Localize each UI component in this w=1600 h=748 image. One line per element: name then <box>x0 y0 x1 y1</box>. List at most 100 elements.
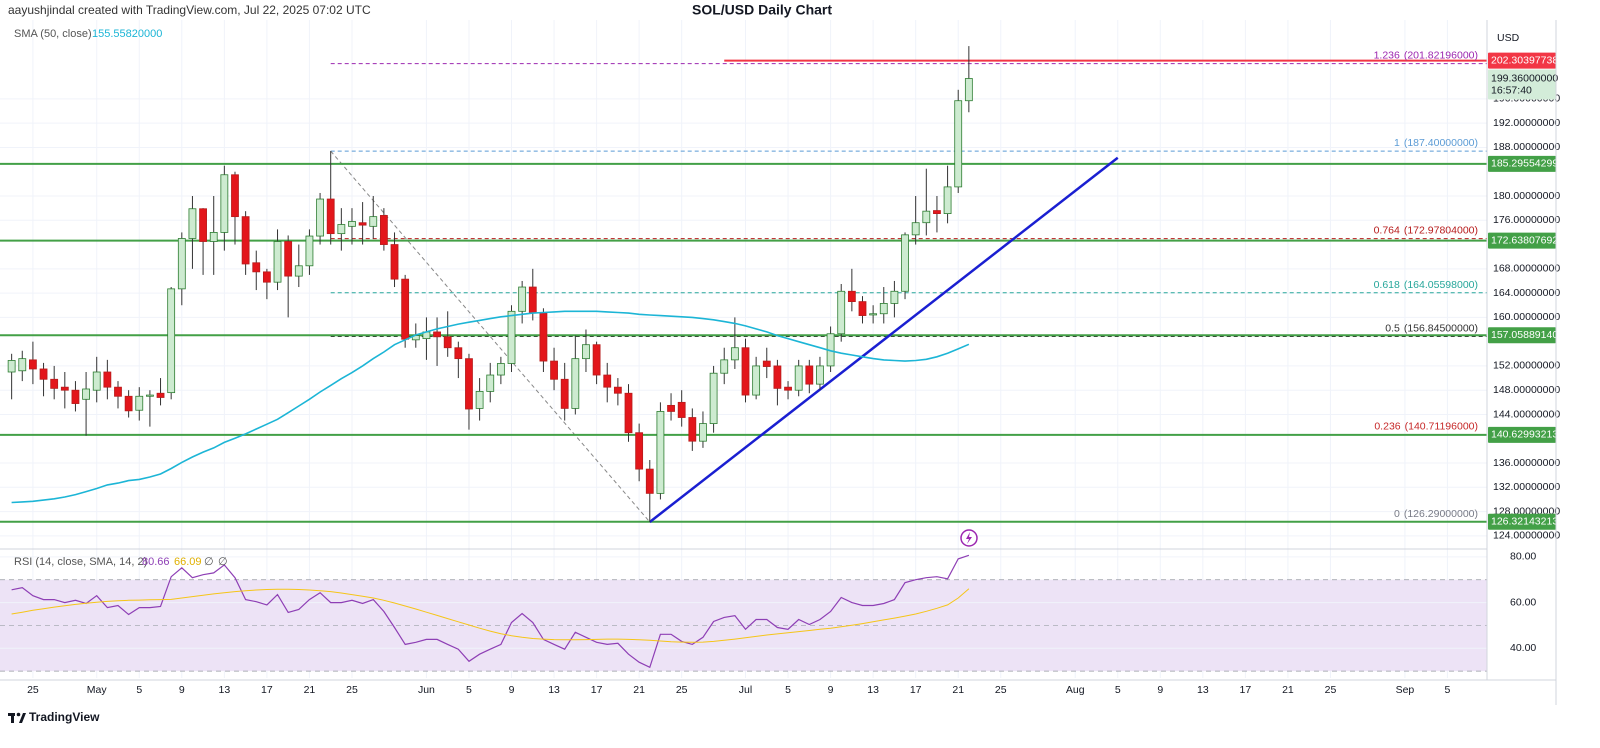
candle-body <box>592 344 601 376</box>
candle-body <box>539 312 548 362</box>
candle-body <box>29 359 37 370</box>
x-tick-label: 25 <box>676 684 688 696</box>
x-tick-label: 17 <box>910 684 922 696</box>
support-tag-label: 140.62993213 <box>1491 429 1558 441</box>
alert-icon-bolt[interactable] <box>966 532 972 544</box>
candle-body <box>613 386 622 394</box>
y-tick-label: 152.00000000 <box>1493 360 1560 372</box>
x-tick-label: Jul <box>739 684 752 696</box>
brand-logo-slash <box>19 713 26 723</box>
candle-body <box>720 359 729 374</box>
fib-value: (187.40000000) <box>1404 137 1478 149</box>
x-tick-label: 5 <box>466 684 472 696</box>
fib-label: 0.618 (164.05598000) <box>1374 279 1478 291</box>
fib-value: (172.97804000) <box>1404 224 1478 236</box>
y-tick-label: 40.00 <box>1510 642 1536 654</box>
rsi-legend: RSI (14, close, SMA, 14, 2) <box>14 556 147 568</box>
x-tick-label: 25 <box>1325 684 1337 696</box>
y-tick-label: 136.00000000 <box>1493 457 1560 469</box>
x-tick-label: 13 <box>548 684 560 696</box>
x-tick-label: 5 <box>785 684 791 696</box>
candle-body <box>294 265 303 277</box>
candle-body <box>879 303 888 315</box>
candle-body <box>677 401 686 418</box>
y-tick-label: 192.00000000 <box>1493 117 1560 129</box>
candle-body <box>667 404 675 412</box>
x-tick-label: 9 <box>179 684 185 696</box>
candle-body <box>167 288 176 394</box>
candle-body <box>348 221 356 227</box>
candle-body <box>241 216 250 265</box>
x-tick-label: 13 <box>867 684 879 696</box>
x-tick-label: 5 <box>1115 684 1121 696</box>
x-tick-label: May <box>87 684 108 696</box>
candle-body <box>571 358 580 409</box>
x-tick-label: 17 <box>261 684 273 696</box>
y-tick-label: 60.00 <box>1510 596 1536 608</box>
candle-body <box>284 241 293 277</box>
candle-body <box>486 374 495 392</box>
fib-swing <box>330 150 651 523</box>
candle-body <box>316 198 324 237</box>
sma-legend: SMA (50, close) <box>14 28 92 40</box>
fib-ratio: 0.618 <box>1374 279 1400 291</box>
candle-body <box>7 360 16 373</box>
alert-icon[interactable] <box>960 529 978 547</box>
candle-body <box>18 358 27 372</box>
candle-body <box>39 368 48 380</box>
fib-ratio: 0.5 <box>1385 322 1400 334</box>
candle-body <box>656 411 665 494</box>
support-tag-label: 172.63807692 <box>1491 234 1558 246</box>
fib-ratio: 0.236 <box>1374 420 1400 432</box>
candle-body <box>911 222 920 236</box>
candle-body <box>964 78 973 102</box>
x-tick-label: Sep <box>1396 684 1415 696</box>
candle-body <box>209 232 218 242</box>
candle-body <box>369 216 378 227</box>
sma-legend-value: 155.55820000 <box>92 28 162 40</box>
y-tick-label: 160.00000000 <box>1493 311 1560 323</box>
candle-body <box>901 234 909 292</box>
candle-body <box>699 423 707 442</box>
fib-ratio: 0.764 <box>1374 224 1400 236</box>
y-tick-label: 148.00000000 <box>1493 384 1560 396</box>
x-tick-label: 5 <box>1445 684 1451 696</box>
candle-body <box>401 278 410 340</box>
candle-body <box>114 386 122 397</box>
candle-body <box>326 198 335 235</box>
candle-body <box>454 347 463 360</box>
candle-body <box>188 208 197 239</box>
x-tick-label: 9 <box>828 684 834 696</box>
candle-body <box>922 210 931 224</box>
y-tick-label: 180.00000000 <box>1493 190 1560 202</box>
rsi-line <box>11 588 970 643</box>
candle-body <box>60 386 69 391</box>
candle-body <box>805 365 814 385</box>
x-tick-label: 17 <box>591 684 603 696</box>
candle-body <box>603 374 612 388</box>
fib-label: 0 (126.29000000) <box>1394 508 1478 520</box>
candle-body <box>145 394 154 397</box>
y-tick-label: 132.00000000 <box>1493 481 1560 493</box>
support-tag-label: 185.29554299 <box>1491 158 1558 170</box>
rsi-ma-legend-value: 66.09 <box>174 556 202 568</box>
support-tag <box>1488 155 1556 172</box>
candle-body <box>305 235 314 267</box>
candle-body <box>582 344 590 360</box>
grid <box>0 20 1487 678</box>
brand-logo-stem <box>11 713 14 723</box>
sma-line <box>11 310 970 504</box>
candle-body <box>858 301 867 316</box>
fib-value: (126.29000000) <box>1404 508 1478 520</box>
fib-label: 0.5 (156.84500000) <box>1385 322 1478 334</box>
candle-body <box>752 365 761 396</box>
price-tag-label: 199.36000000 <box>1491 72 1558 84</box>
candle-body <box>103 371 112 388</box>
x-tick-label: 9 <box>509 684 515 696</box>
x-tick-label: 21 <box>304 684 316 696</box>
candle-body <box>82 388 90 400</box>
candle-body <box>560 378 569 409</box>
x-tick-label: 13 <box>219 684 231 696</box>
